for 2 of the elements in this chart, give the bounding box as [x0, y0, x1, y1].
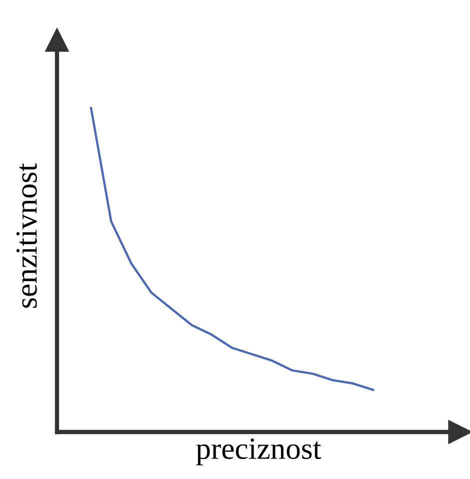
y-axis-title: senzitivnost: [16, 163, 37, 308]
x-axis-title: preciznost: [196, 438, 322, 466]
